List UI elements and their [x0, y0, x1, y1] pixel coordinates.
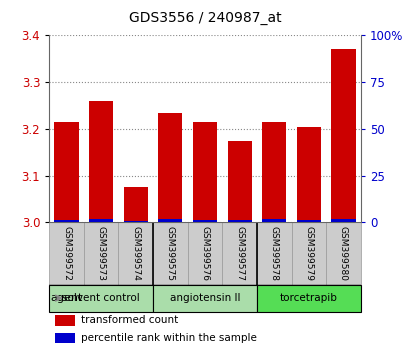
Text: GSM399574: GSM399574 [131, 226, 140, 281]
Bar [54, 122, 79, 219]
Bar [291, 222, 326, 285]
Bar [118, 222, 153, 285]
Text: GDS3556 / 240987_at: GDS3556 / 240987_at [128, 11, 281, 25]
Bar [192, 219, 217, 222]
Bar [187, 222, 222, 285]
Bar [330, 218, 355, 222]
Bar [49, 222, 83, 285]
Bar [158, 113, 182, 219]
Text: GSM399576: GSM399576 [200, 226, 209, 281]
Bar [296, 126, 320, 219]
Bar [55, 333, 75, 343]
Bar [153, 222, 187, 285]
Bar [256, 222, 291, 285]
Bar [227, 220, 251, 222]
Bar [222, 222, 256, 285]
Bar [256, 285, 360, 312]
Bar [227, 141, 251, 220]
Text: torcetrapib: torcetrapib [279, 293, 337, 303]
Bar [54, 219, 79, 222]
Text: GSM399577: GSM399577 [234, 226, 243, 281]
Bar [326, 222, 360, 285]
Text: GSM399573: GSM399573 [97, 226, 106, 281]
Text: percentile rank within the sample: percentile rank within the sample [81, 333, 256, 343]
Bar [124, 187, 148, 221]
Bar [153, 285, 256, 312]
Bar [296, 219, 320, 222]
Bar [158, 219, 182, 222]
Bar [49, 285, 153, 312]
Text: GSM399572: GSM399572 [62, 226, 71, 281]
Text: angiotensin II: angiotensin II [169, 293, 240, 303]
Text: GSM399580: GSM399580 [338, 226, 347, 281]
Text: transformed count: transformed count [81, 315, 178, 325]
Text: GSM399579: GSM399579 [303, 226, 312, 281]
Bar [89, 218, 113, 222]
Bar [89, 101, 113, 218]
Text: GSM399578: GSM399578 [269, 226, 278, 281]
Bar [83, 222, 118, 285]
Bar [192, 122, 217, 219]
Bar [55, 315, 75, 326]
Bar [261, 122, 285, 219]
Text: GSM399575: GSM399575 [166, 226, 175, 281]
Bar [124, 221, 148, 222]
Bar [261, 219, 285, 222]
Text: solvent control: solvent control [62, 293, 139, 303]
Text: agent: agent [50, 293, 82, 303]
Bar [330, 50, 355, 218]
